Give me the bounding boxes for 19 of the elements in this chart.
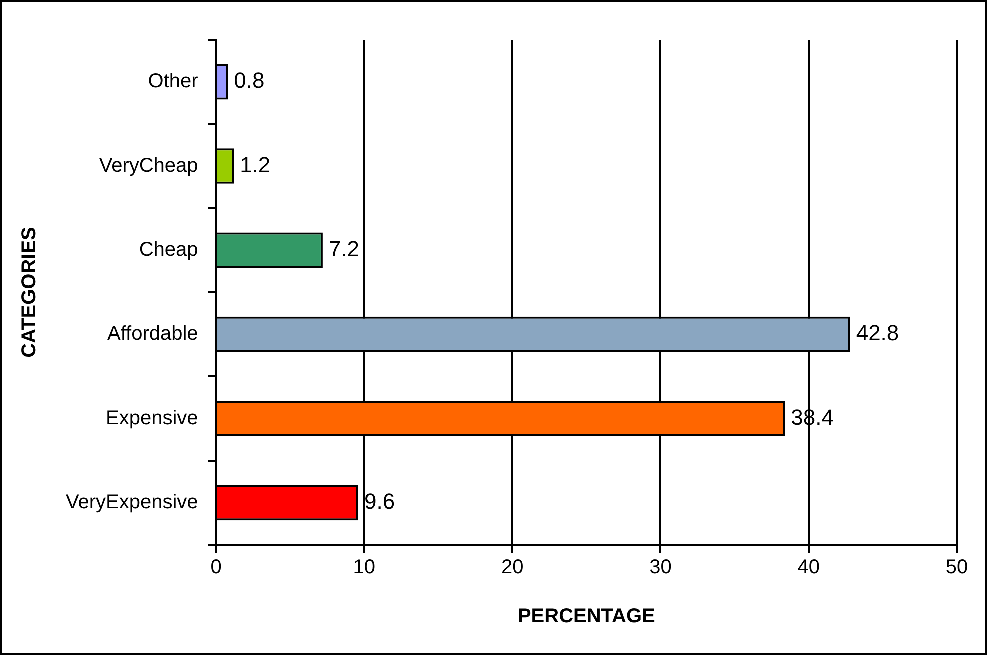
x-tick-label: 10 — [353, 556, 376, 579]
data-label: 0.8 — [234, 68, 265, 94]
data-label: 7.2 — [328, 236, 360, 262]
y-tick-label: Cheap — [139, 238, 198, 261]
x-tick-label: 50 — [946, 556, 968, 579]
y-tick-label: VeryExpensive — [66, 491, 198, 514]
data-label: 1.2 — [240, 152, 271, 178]
y-tick-label: Other — [148, 70, 199, 93]
data-label: 9.6 — [364, 488, 396, 514]
x-axis-title: PERCENTAGE — [518, 606, 656, 628]
data-label: 42.8 — [856, 320, 900, 346]
x-tick-label: 40 — [798, 556, 820, 579]
x-tick-label: 20 — [501, 556, 524, 579]
y-tick-label: Affordable — [107, 323, 198, 346]
x-tick-label: 30 — [650, 556, 672, 579]
y-tick-label: VeryCheap — [99, 154, 198, 177]
y-tick-label: Expensive — [106, 407, 198, 430]
y-axis-title: CATEGORIES — [18, 227, 41, 358]
x-tick-label: 0 — [210, 556, 222, 579]
